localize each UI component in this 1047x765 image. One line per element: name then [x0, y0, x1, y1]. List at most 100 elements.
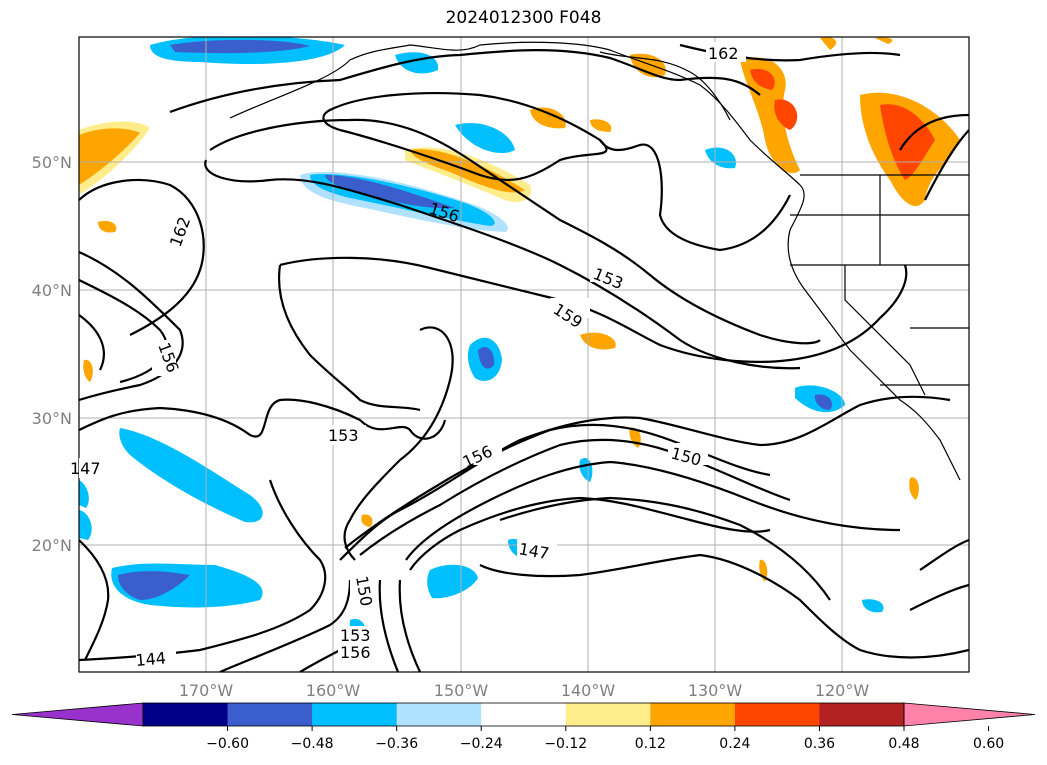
pos-anomaly-area: [740, 57, 800, 174]
colorbar-segment: [312, 703, 398, 726]
neg-anomaly-core: [814, 394, 833, 410]
neg-anomaly-area: [705, 147, 736, 169]
neg-anomaly-area: [79, 510, 92, 540]
colorbar-extend-high: [903, 702, 1036, 727]
neg-anomaly-core: [325, 175, 455, 209]
contour-line: [899, 113, 969, 151]
lon-axis: 170°W 160°W 150°W 140°W 130°W 120°W: [179, 681, 870, 700]
colorbar: −0.60 −0.48 −0.36 −0.24 −0.12 0.12 0.24 0.36 0.4…: [11, 702, 1036, 752]
coastline-layer: [229, 41, 969, 481]
pos-anomaly-area: [590, 119, 612, 132]
contour-line: [79, 539, 110, 661]
colorbar-extend-low: [11, 702, 144, 727]
colorbar-tick-label: 0.60: [973, 736, 1004, 752]
colorbar-segment: [396, 703, 482, 726]
contour-line: [204, 159, 801, 370]
colorbar-segment: [819, 703, 905, 726]
neg-anomaly-area: [862, 599, 884, 613]
contour-line: [919, 538, 969, 571]
colorbar-segment: [650, 703, 736, 726]
colorbar-segment: [565, 703, 651, 726]
colorbar-tick-label: −0.60: [206, 736, 249, 752]
contour-line: [599, 139, 791, 252]
colorbar-tick-label: 0.24: [719, 736, 750, 752]
contour-line: [359, 438, 791, 556]
neg-anomaly-area: [79, 480, 89, 508]
lat-label: 50°N: [32, 153, 72, 172]
lon-label: 140°W: [561, 681, 616, 700]
pos-anomaly-area: [630, 53, 666, 78]
neg-anomaly-core: [170, 39, 310, 54]
contour-line: [79, 279, 168, 384]
neg-anomaly-area: [119, 428, 263, 523]
lat-axis: 50°N 40°N 30°N 20°N: [32, 153, 72, 555]
contour-line: [79, 398, 447, 440]
lon-label: 150°W: [434, 681, 489, 700]
lon-label: 130°W: [688, 681, 743, 700]
map-frame: [78, 36, 970, 673]
colorbar-tick-label: −0.24: [460, 736, 503, 752]
contour-line: [479, 553, 969, 659]
contour-label: 153: [328, 426, 359, 445]
contour-label: 144: [135, 648, 167, 670]
contour-line: [322, 92, 608, 182]
contour-line: [79, 250, 184, 402]
pos-anomaly-area: [580, 332, 616, 350]
contour-label: 147: [70, 459, 101, 478]
graticule: [79, 37, 969, 672]
lat-label: 40°N: [32, 281, 72, 300]
colorbar-tick-label: 0.48: [888, 736, 919, 752]
contour-line: [909, 583, 969, 611]
contour-line: [79, 314, 105, 371]
lat-label: 20°N: [32, 536, 72, 555]
colorbar-tick-label: −0.48: [291, 736, 334, 752]
pos-anomaly-area: [880, 104, 935, 180]
colorbar-segment: [227, 703, 313, 726]
coastline: [229, 41, 961, 481]
colorbar-tick-label: 0.12: [635, 736, 666, 752]
pos-anomaly-area: [774, 99, 798, 130]
pos-anomaly-area: [909, 477, 919, 500]
lon-label: 120°W: [815, 681, 870, 700]
contour-label: 153: [340, 626, 371, 645]
neg-anomaly-core: [118, 571, 190, 600]
contour-label: 156: [340, 643, 371, 662]
pos-anomaly-area: [455, 122, 515, 153]
colorbar-segment: [481, 703, 567, 726]
contour-line: [209, 118, 821, 345]
colorbar-tick-label: −0.36: [375, 736, 418, 752]
contour-line: [169, 49, 761, 114]
contour-label-layer: 162 162 156 153 159 156 153 156 150 147 …: [70, 42, 746, 670]
contour-line: [499, 496, 831, 601]
contour-line: [378, 579, 400, 672]
contour-line: [343, 326, 454, 561]
contour-label: 162: [708, 44, 739, 63]
neg-anomaly-core: [478, 347, 495, 369]
colorbar-tick-label: 0.36: [804, 736, 835, 752]
lon-label: 160°W: [306, 681, 361, 700]
pos-anomaly-area: [530, 107, 566, 129]
pos-anomaly-area: [750, 69, 775, 90]
contour-line: [219, 579, 352, 672]
contour-layer: [79, 43, 969, 672]
coastline: [599, 51, 731, 121]
state-boundary: [844, 265, 926, 396]
colorbar-outline: [142, 702, 905, 727]
contour-line: [398, 579, 421, 672]
pos-anomaly-area: [98, 220, 117, 233]
contour-line: [279, 256, 908, 363]
contour-line: [278, 264, 421, 412]
pos-anomaly-area: [820, 37, 837, 50]
colorbar-segment: [143, 703, 229, 726]
neg-anomaly-area: [427, 564, 478, 599]
pos-anomaly-area: [79, 128, 140, 185]
contour-line: [409, 496, 771, 571]
lon-label: 170°W: [179, 681, 234, 700]
contour-line: [405, 460, 901, 561]
chart-title: 2024012300 F048: [445, 8, 602, 28]
pos-anomaly-area: [875, 37, 893, 44]
contour-line: [924, 129, 969, 201]
contour-line: [79, 178, 205, 336]
pos-anomaly-area: [83, 359, 93, 382]
